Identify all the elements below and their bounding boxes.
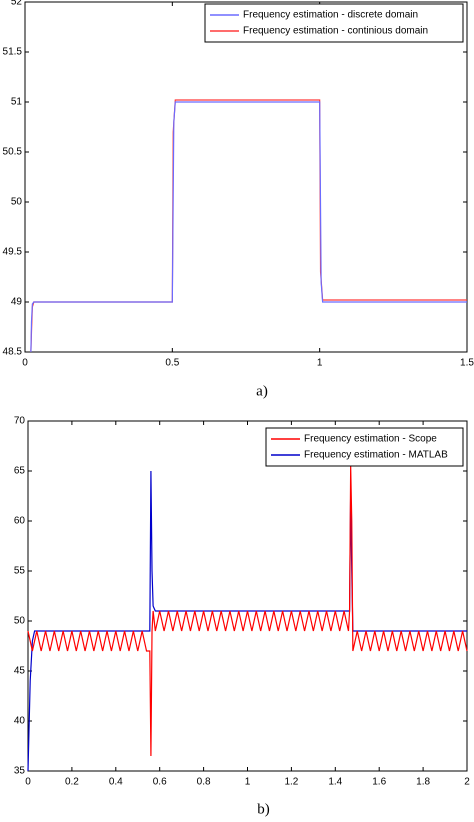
legend-label: Frequency estimation - discrete domain (243, 10, 418, 21)
x-tick-label: 2 (464, 777, 470, 788)
y-tick-label: 45 (14, 666, 26, 677)
x-tick-label: 0.6 (153, 777, 167, 788)
series-line (30, 101, 467, 353)
y-tick-label: 51.5 (3, 47, 23, 58)
x-tick-label: 0.2 (65, 777, 79, 788)
y-tick-label: 50 (14, 616, 26, 627)
plot-frame (27, 420, 468, 772)
caption: a) (256, 383, 268, 399)
legend-box (204, 3, 464, 43)
x-tick-label: 0.5 (165, 358, 179, 369)
x-tick-label: 1 (317, 358, 323, 369)
x-tick-label: 0 (25, 777, 31, 788)
x-tick-label: 1.4 (328, 777, 342, 788)
plot-frame (24, 1, 468, 353)
x-tick-label: 1.6 (372, 777, 386, 788)
y-tick-label: 48.5 (3, 347, 23, 358)
x-tick-label: 0 (22, 358, 28, 369)
legend-label: Frequency estimation - continious domain (243, 26, 428, 37)
y-tick-label: 52 (11, 0, 23, 8)
y-tick-label: 60 (14, 516, 26, 527)
y-tick-label: 55 (14, 566, 26, 577)
x-tick-label: 1 (245, 777, 251, 788)
x-tick-label: 0.8 (197, 777, 211, 788)
x-tick-label: 1.5 (460, 358, 474, 369)
x-tick-label: 1.8 (416, 777, 430, 788)
legend-box (265, 427, 464, 467)
y-tick-label: 40 (14, 716, 26, 727)
legend-label: Frequency estimation - MATLAB (304, 450, 448, 461)
y-tick-label: 49 (11, 297, 23, 308)
y-tick-label: 49.5 (3, 247, 23, 258)
caption: b) (257, 801, 270, 817)
legend-label: Frequency estimation - Scope (304, 434, 437, 445)
y-tick-label: 50 (11, 197, 23, 208)
y-tick-label: 50.5 (3, 147, 23, 158)
y-tick-label: 70 (14, 416, 26, 427)
series-line (27, 465, 468, 757)
y-tick-label: 65 (14, 466, 26, 477)
y-tick-label: 51 (11, 97, 23, 108)
x-tick-label: 0.4 (109, 777, 123, 788)
x-tick-label: 1.2 (284, 777, 298, 788)
y-tick-label: 35 (14, 766, 26, 777)
